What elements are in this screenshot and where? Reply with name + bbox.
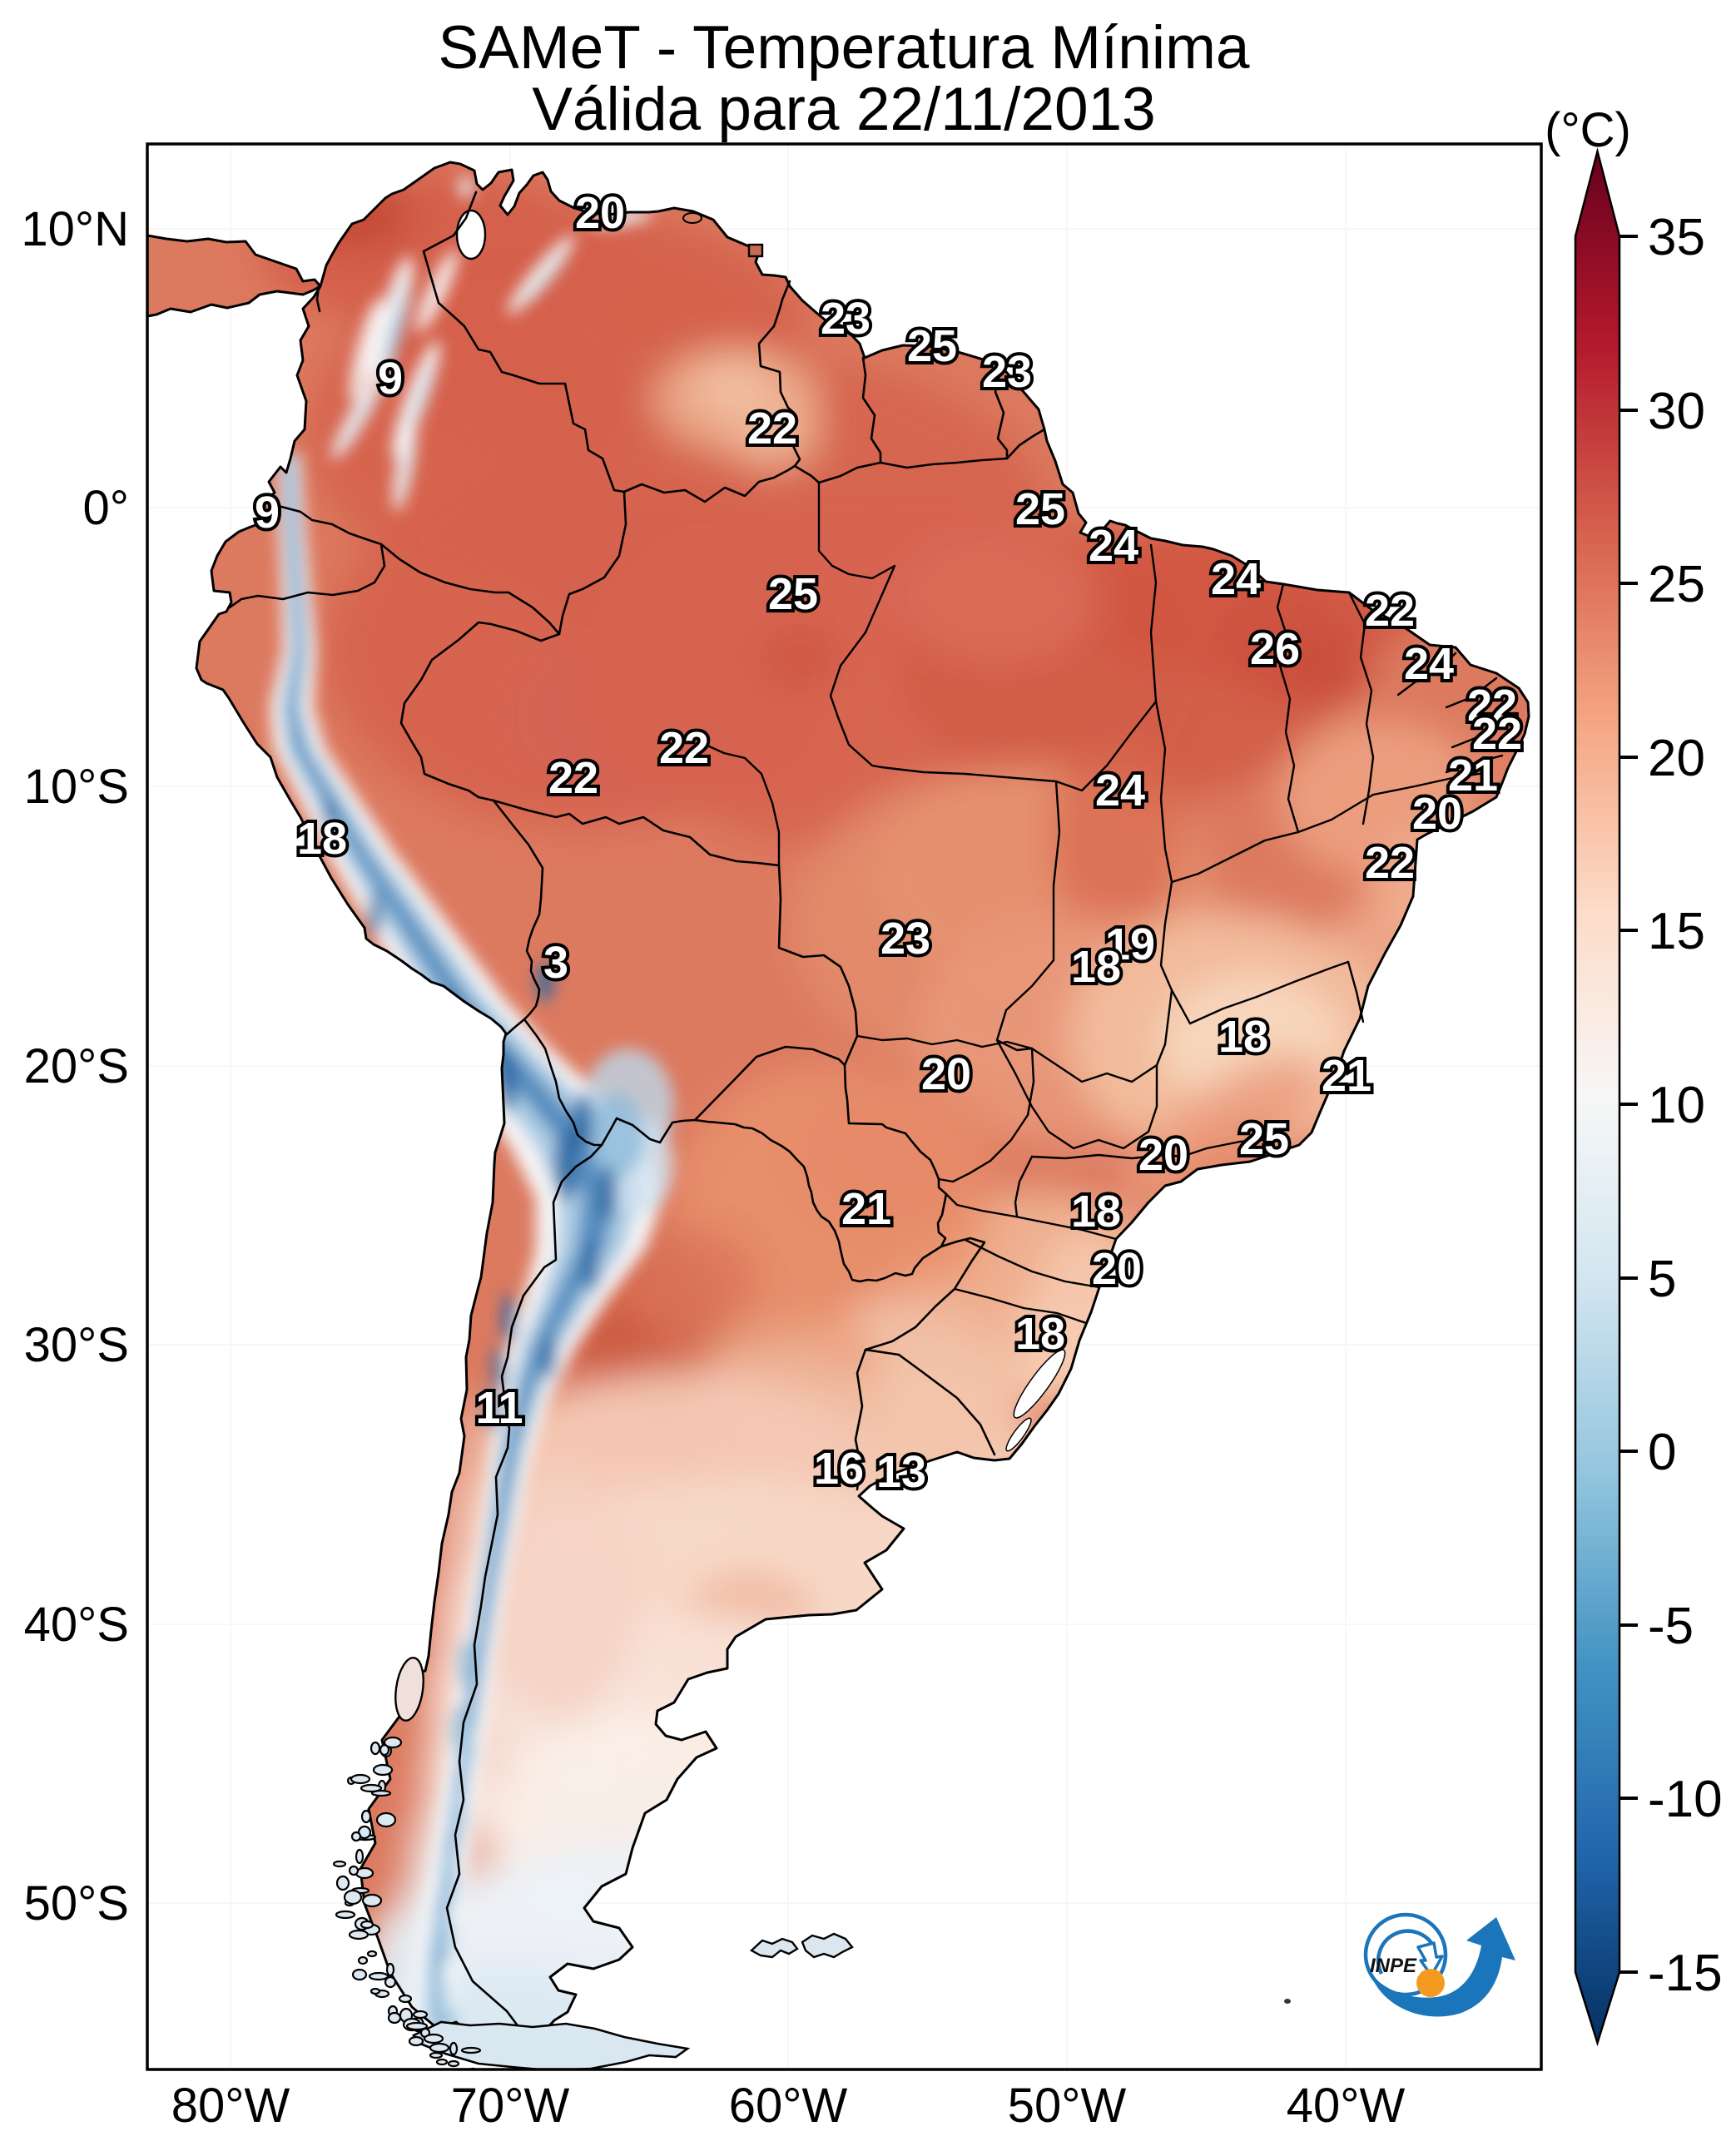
svg-text:20: 20: [921, 1049, 971, 1099]
svg-text:22: 22: [1467, 681, 1517, 731]
svg-text:13: 13: [876, 1447, 926, 1497]
svg-text:80°W: 80°W: [171, 2079, 290, 2133]
svg-text:24: 24: [1089, 521, 1138, 571]
svg-text:26: 26: [1250, 624, 1300, 674]
svg-text:23: 23: [880, 914, 930, 964]
svg-text:23: 23: [821, 294, 870, 344]
svg-text:23: 23: [982, 347, 1032, 397]
svg-text:10°S: 10°S: [24, 760, 129, 814]
svg-text:20: 20: [1092, 1244, 1142, 1294]
svg-text:15: 15: [1648, 903, 1705, 960]
svg-text:11: 11: [475, 1383, 523, 1433]
svg-text:20: 20: [1648, 730, 1705, 787]
svg-text:3: 3: [543, 938, 568, 988]
svg-text:30°S: 30°S: [24, 1318, 129, 1372]
svg-text:10: 10: [1648, 1077, 1705, 1134]
svg-text:25: 25: [768, 569, 818, 619]
svg-text:50°S: 50°S: [24, 1876, 129, 1930]
svg-text:INPE: INPE: [1370, 1955, 1417, 1977]
svg-text:22: 22: [1472, 709, 1522, 759]
svg-text:19: 19: [1105, 919, 1155, 969]
svg-text:9: 9: [255, 488, 280, 538]
svg-text:18: 18: [1071, 1187, 1121, 1237]
svg-text:18: 18: [1218, 1012, 1268, 1062]
svg-text:21: 21: [1322, 1051, 1371, 1101]
svg-text:21: 21: [1448, 751, 1498, 800]
svg-text:22: 22: [747, 404, 797, 454]
svg-text:-15: -15: [1648, 1945, 1723, 2002]
svg-text:20: 20: [1412, 789, 1462, 839]
svg-text:22: 22: [1365, 838, 1415, 888]
svg-text:Válida para 22/11/2013: Válida para 22/11/2013: [532, 76, 1156, 143]
svg-text:25: 25: [907, 321, 957, 371]
svg-text:0°: 0°: [83, 481, 129, 535]
svg-text:20°S: 20°S: [24, 1039, 129, 1093]
svg-text:5: 5: [1648, 1251, 1676, 1308]
svg-text:-10: -10: [1648, 1771, 1723, 1828]
svg-text:18: 18: [1071, 942, 1121, 992]
svg-text:22: 22: [1365, 586, 1415, 636]
svg-text:25: 25: [1015, 484, 1065, 534]
svg-text:25: 25: [1239, 1114, 1289, 1164]
svg-text:SAMeT - Temperatura Mínima: SAMeT - Temperatura Mínima: [438, 14, 1249, 82]
svg-text:24: 24: [1211, 554, 1261, 604]
svg-text:20: 20: [575, 188, 625, 238]
svg-text:30: 30: [1648, 383, 1705, 440]
svg-text:50°W: 50°W: [1008, 2079, 1127, 2133]
svg-text:40°S: 40°S: [24, 1598, 129, 1652]
svg-text:21: 21: [841, 1184, 891, 1234]
svg-text:16: 16: [814, 1444, 864, 1494]
svg-text:25: 25: [1648, 556, 1705, 613]
svg-text:70°W: 70°W: [451, 2079, 570, 2133]
svg-text:40°W: 40°W: [1287, 2079, 1406, 2133]
svg-text:24: 24: [1095, 766, 1145, 815]
svg-text:24: 24: [1404, 639, 1454, 689]
svg-text:-5: -5: [1648, 1598, 1694, 1655]
svg-text:18: 18: [297, 814, 347, 864]
svg-text:20: 20: [1138, 1130, 1188, 1180]
svg-text:(°C): (°C): [1545, 103, 1631, 157]
svg-text:22: 22: [548, 753, 598, 803]
svg-text:10°N: 10°N: [21, 202, 129, 256]
svg-text:0: 0: [1648, 1424, 1676, 1481]
svg-text:35: 35: [1648, 209, 1705, 266]
svg-text:9: 9: [378, 354, 403, 404]
svg-text:22: 22: [659, 723, 709, 773]
svg-text:60°W: 60°W: [729, 2079, 848, 2133]
svg-text:18: 18: [1015, 1309, 1065, 1359]
